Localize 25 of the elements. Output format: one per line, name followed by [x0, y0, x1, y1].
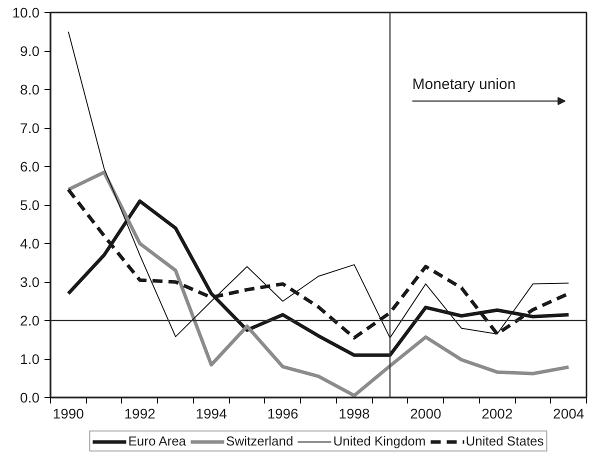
y-tick-label: 6.0 [20, 158, 40, 174]
y-tick-label: 7.0 [20, 120, 40, 136]
legend-label: Euro Area [128, 434, 186, 448]
x-tick-label: 1994 [196, 406, 228, 422]
y-tick-label: 8.0 [20, 82, 40, 98]
legend-label: United Kingdom [333, 434, 426, 448]
y-tick-label: 3.0 [20, 274, 40, 290]
x-tick-label: 1990 [52, 406, 84, 422]
x-tick-label: 1992 [124, 406, 156, 422]
x-tick-label: 2000 [410, 406, 442, 422]
y-tick-label: 5.0 [20, 197, 40, 213]
y-tick-label: 0.0 [20, 390, 40, 406]
y-tick-label: 1.0 [20, 351, 40, 367]
x-tick-label: 1998 [338, 406, 370, 422]
y-tick-label: 2.0 [20, 312, 40, 328]
y-tick-label: 10.0 [12, 4, 40, 20]
y-tick-label: 9.0 [20, 43, 40, 59]
x-tick-label: 2002 [482, 406, 513, 422]
x-tick-label: 1996 [267, 406, 299, 422]
legend-label: United States [466, 434, 544, 448]
line-series [66, 170, 570, 398]
y-tick-label: 4.0 [20, 236, 40, 252]
x-tick-label: 2004 [553, 406, 584, 422]
annotation: Monetary union [412, 76, 516, 94]
legend-label: Switzerland [226, 434, 294, 448]
